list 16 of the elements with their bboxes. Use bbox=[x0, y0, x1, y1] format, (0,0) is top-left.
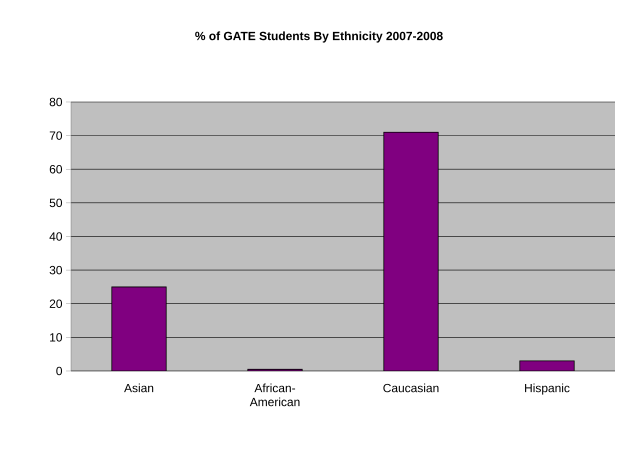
bar bbox=[111, 286, 167, 371]
y-tick-label: 0 bbox=[56, 366, 62, 376]
y-tick-label: 40 bbox=[49, 232, 62, 241]
y-tick-label: 80 bbox=[50, 98, 62, 106]
y-tick-label: 20 bbox=[50, 300, 62, 308]
y-tick-label: 60 bbox=[50, 165, 62, 174]
x-tick-label: Asian bbox=[124, 384, 154, 392]
y-tick-label: 50 bbox=[50, 198, 62, 208]
x-tick-label: Caucasian bbox=[383, 384, 438, 392]
x-tick-label: Hispanic bbox=[525, 384, 570, 395]
y-tick-label: 30 bbox=[50, 266, 62, 274]
y-tick-label: 70 bbox=[50, 131, 62, 140]
bar bbox=[383, 132, 439, 371]
x-tick-label: African-American bbox=[250, 384, 300, 406]
y-tick-label: 10 bbox=[50, 333, 62, 342]
chart-title: % of GATE Students By Ethnicity 2007-2008 bbox=[195, 31, 443, 43]
